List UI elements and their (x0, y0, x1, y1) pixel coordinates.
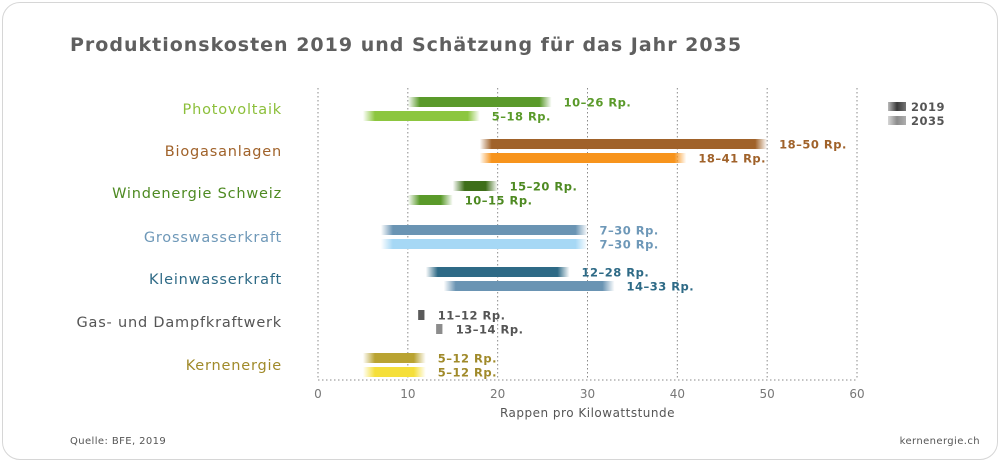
source-note: Quelle: BFE, 2019 (70, 436, 167, 447)
value-labels: 10–26 Rp. 5–18 Rp. 18–50 Rp. 18–41 Rp. 15–20… (438, 96, 847, 380)
x-tick-label: 0 (314, 387, 322, 401)
bar-grosswasserkraft-2019 (380, 225, 588, 235)
x-tick-label: 30 (580, 387, 595, 401)
x-axis-label: Rappen pro Kilowattstunde (500, 406, 675, 420)
grid-lines (317, 88, 858, 381)
value-label: 5–12 Rp. (438, 366, 497, 380)
x-tick-label: 20 (490, 387, 505, 401)
value-label: 12–28 Rp. (582, 266, 650, 280)
bar-gas-und-dampfkraftwerk-2035 (436, 324, 443, 334)
category-label: Grosswasserkraft (144, 230, 282, 246)
value-label: 18–50 Rp. (779, 138, 847, 152)
bar-windenergie-schweiz-2019 (452, 181, 498, 191)
legend-swatch-2035 (888, 116, 906, 125)
bar-photovoltaik-2019 (407, 97, 552, 107)
category-label: Windenergie Schweiz (112, 186, 282, 202)
category-label: Gas- und Dampfkraftwerk (76, 315, 282, 331)
value-label: 5–18 Rp. (492, 110, 551, 124)
bar-kleinwasserkraft-2019 (425, 267, 570, 277)
value-label: 14–33 Rp. (626, 280, 694, 294)
legend-label-2035: 2035 (911, 114, 945, 128)
x-tick-labels: 0 10 20 30 40 50 60 (314, 387, 864, 401)
chart-title: Produktionskosten 2019 und Schätzung für… (70, 34, 743, 56)
value-label: 7–30 Rp. (600, 224, 659, 238)
value-label: 10–26 Rp. (564, 96, 632, 110)
value-label: 18–41 Rp. (698, 152, 766, 166)
bars (362, 97, 768, 377)
value-label: 13–14 Rp. (456, 323, 524, 337)
legend-label-2019: 2019 (911, 100, 945, 114)
bar-kernenergie-2035 (362, 367, 426, 377)
value-label: 7–30 Rp. (600, 238, 659, 252)
bar-gas-und-dampfkraftwerk-2019 (418, 310, 425, 320)
bar-kernenergie-2019 (362, 353, 426, 363)
category-label: Kleinwasserkraft (149, 272, 282, 288)
category-label: Biogasanlagen (165, 144, 282, 160)
bar-windenergie-schweiz-2035 (407, 195, 453, 205)
bar-photovoltaik-2035 (362, 111, 480, 121)
value-label: 5–12 Rp. (438, 352, 497, 366)
bar-grosswasserkraft-2035 (380, 239, 588, 249)
x-tick-label: 10 (400, 387, 415, 401)
category-label: Kernenergie (186, 358, 282, 374)
value-label: 15–20 Rp. (510, 180, 578, 194)
bar-biogasanlagen-2019 (479, 139, 768, 149)
bar-biogasanlagen-2035 (479, 153, 687, 163)
category-labels: Photovoltaik Biogasanlagen Windenergie Sch… (76, 102, 282, 374)
value-label: 10–15 Rp. (465, 194, 533, 208)
x-tick-label: 40 (670, 387, 685, 401)
value-label: 11–12 Rp. (438, 309, 506, 323)
x-tick-label: 50 (760, 387, 775, 401)
category-label: Photovoltaik (183, 102, 282, 118)
bar-kleinwasserkraft-2035 (443, 281, 615, 291)
legend-swatch-2019 (888, 102, 906, 111)
site-name: kernenergie.ch (899, 436, 980, 447)
x-tick-label: 60 (849, 387, 864, 401)
